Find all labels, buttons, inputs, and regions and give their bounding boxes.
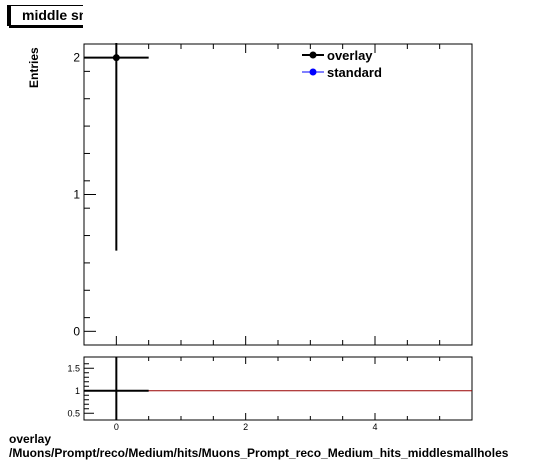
legend-label: overlay [327, 48, 373, 63]
ratio-y-tick-label: 1.5 [67, 363, 80, 373]
data-point [112, 54, 120, 62]
legend-marker [309, 68, 317, 76]
y-tick-label: 1 [73, 188, 80, 202]
footer-line-1: overlay [9, 432, 52, 446]
ratio-frame [83, 356, 473, 421]
legend-marker [309, 51, 317, 59]
footer-line-2: /Muons/Prompt/reco/Medium/hits/Muons_Pro… [9, 446, 509, 460]
y-tick-label: 2 [73, 51, 80, 65]
ratio-y-tick-label: 0.5 [67, 408, 80, 418]
legend-label: standard [327, 65, 382, 80]
plot-frame [83, 43, 473, 346]
ratio-x-tick-label: 0 [114, 422, 119, 432]
frame-top-mask [83, 0, 473, 43]
ratio-x-tick-label: 4 [372, 422, 377, 432]
ratio-x-tick-label: 2 [243, 422, 248, 432]
ratio-y-tick-label: 1 [75, 386, 80, 396]
y-tick-label: 0 [73, 324, 80, 338]
